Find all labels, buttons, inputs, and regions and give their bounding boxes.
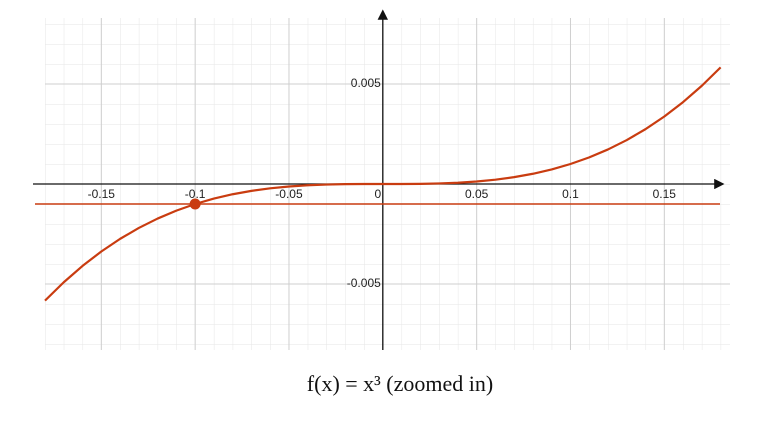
x-tick-label: 0.1 [562,187,579,201]
y-tick-label: -0.005 [347,276,381,290]
x-tick-label: -0.05 [275,187,303,201]
x-tick-label: -0.1 [185,187,206,201]
chart-title: f(x) = x³ (zoomed in) [307,371,493,396]
x-tick-label: -0.15 [88,187,116,201]
x-tick-label: 0.05 [465,187,489,201]
x-tick-label: 0.15 [653,187,677,201]
curve [44,66,722,302]
x-tick-label: 0 [374,187,381,201]
point [189,198,201,210]
y-tick-label: 0.005 [351,76,381,90]
